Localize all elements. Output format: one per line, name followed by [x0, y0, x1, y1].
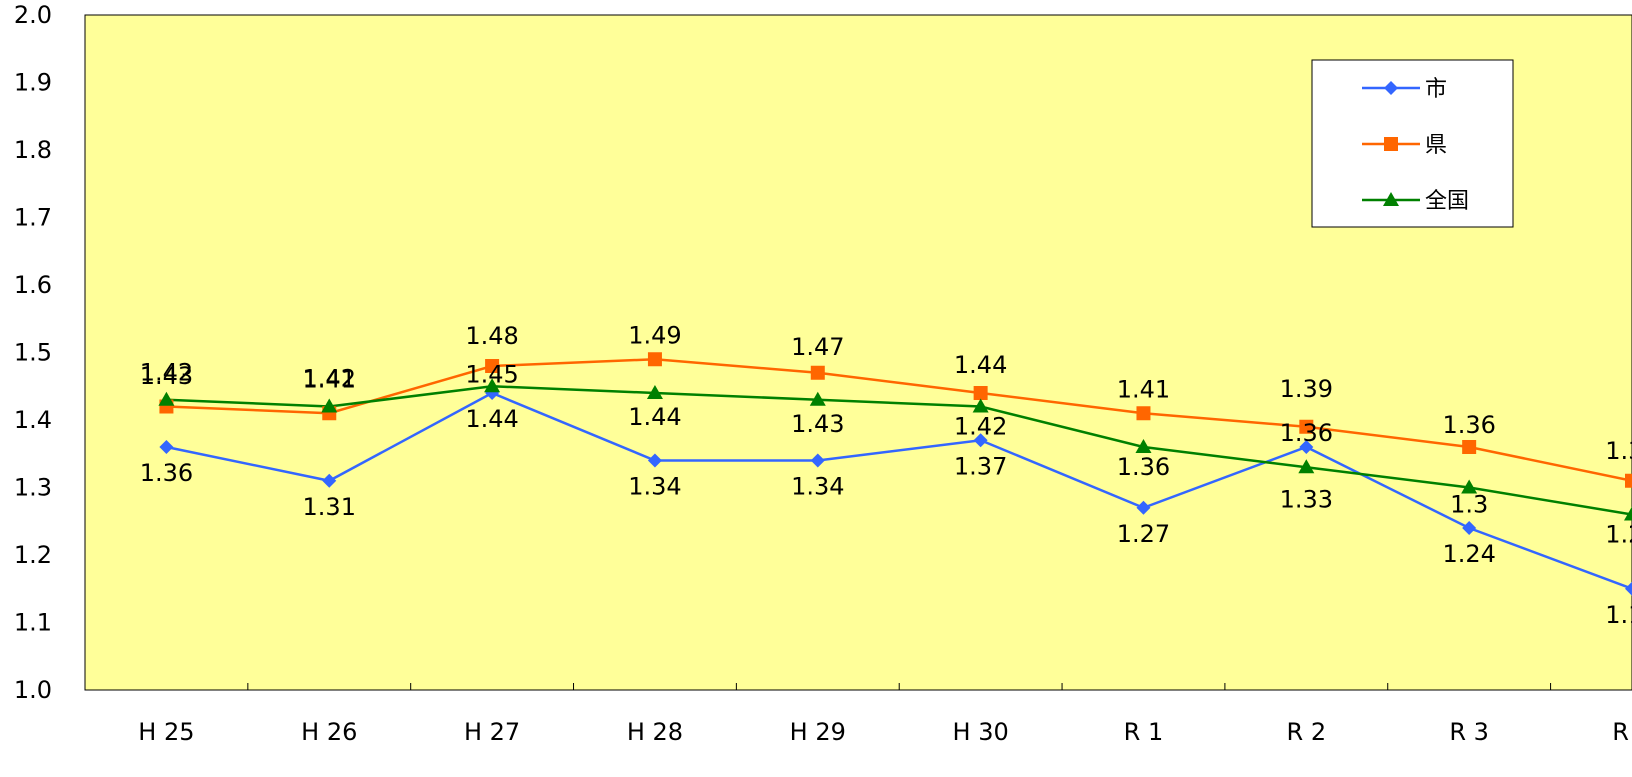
data-point [1135, 439, 1152, 453]
series-line-0 [166, 391, 1632, 590]
series-line-1 [166, 357, 1632, 482]
data-label: 1.24 [1442, 540, 1495, 568]
y-tick-label: 2.0 [14, 1, 52, 29]
y-tick-label: 1.7 [14, 204, 52, 232]
axes: 1.0 1.1 1.2 1.3 1.4 1.5 1.6 1.7 1.8 1.9 2.0 H 25 H 2… [14, 1, 1632, 746]
data-point [809, 391, 826, 406]
data-label: 1.3 [1450, 491, 1488, 519]
data-label: 1.34 [628, 473, 681, 501]
data-label: 1.44 [628, 403, 681, 431]
data-label: 1.44 [465, 405, 518, 433]
data-label: 1.36 [1280, 419, 1333, 447]
y-tick-label: 1.9 [14, 69, 52, 97]
y-tick-label: 1.8 [14, 136, 52, 164]
x-tick-label: H 25 [138, 718, 194, 746]
data-point [321, 398, 338, 413]
data-label: 1.48 [465, 322, 518, 350]
data-point [484, 378, 501, 393]
series-markers [158, 352, 1632, 596]
data-label: 1.41 [1117, 375, 1170, 403]
data-labels: 1.36 1.31 1.44 1.34 1.34 1.37 1.27 1.36 1.24 1.15… [140, 321, 1632, 629]
data-point [159, 440, 174, 454]
y-tick-label: 1.1 [14, 609, 52, 637]
data-label: 1.42 [303, 365, 356, 393]
data-label: 1.31 [1605, 437, 1632, 465]
x-tick-label: H 30 [953, 718, 1009, 746]
x-tick-label: R 2 [1287, 718, 1327, 746]
legend-label: 市 [1425, 77, 1447, 102]
data-label: 1.15 [1605, 601, 1632, 629]
data-label: 1.41 [303, 365, 356, 393]
y-tick-label: 1.0 [14, 676, 52, 704]
data-point [810, 365, 825, 380]
x-tick-label: R 4 [1612, 718, 1632, 746]
y-tick-label: 1.2 [14, 541, 52, 569]
x-tick-label: R 3 [1449, 718, 1489, 746]
data-label: 1.42 [954, 413, 1007, 441]
data-label: 1.36 [140, 459, 193, 487]
data-label: 1.34 [791, 473, 844, 501]
x-tick-label: H 28 [627, 718, 683, 746]
data-label: 1.45 [465, 360, 518, 388]
data-label: 1.36 [1442, 411, 1495, 439]
y-tick-label: 1.3 [14, 474, 52, 502]
data-point [1299, 440, 1314, 454]
data-label: 1.49 [628, 321, 681, 349]
x-tick-label: H 26 [301, 718, 357, 746]
x-tick-label: H 29 [790, 718, 846, 746]
data-point [1462, 440, 1477, 454]
data-label: 1.43 [140, 362, 193, 390]
data-point [485, 359, 500, 373]
data-point [322, 473, 337, 488]
data-point [1462, 521, 1477, 535]
y-tick-label: 1.4 [14, 406, 52, 434]
data-label: 1.44 [954, 351, 1007, 379]
data-point [1136, 406, 1151, 421]
data-point [1299, 419, 1314, 434]
legend-label: 県 [1425, 133, 1447, 158]
data-point [647, 352, 662, 367]
data-point [972, 398, 989, 413]
data-point [973, 386, 988, 400]
data-point [973, 433, 988, 448]
data-point [1625, 473, 1632, 488]
data-label: 1.26 [1605, 521, 1632, 549]
data-point [1461, 479, 1478, 494]
data-point [1298, 459, 1315, 474]
y-tick-label: 1.5 [14, 339, 52, 367]
x-tick-label: H 27 [464, 718, 520, 746]
data-label: 1.42 [140, 359, 193, 387]
x-tick-label: R 1 [1124, 718, 1164, 746]
data-point [810, 453, 825, 468]
data-point [1624, 506, 1632, 521]
data-point [647, 453, 662, 468]
data-label: 1.27 [1117, 520, 1170, 548]
data-label: 1.31 [303, 493, 356, 521]
data-label: 1.43 [791, 410, 844, 438]
legend-marker [1383, 192, 1399, 206]
data-label: 1.47 [791, 333, 844, 361]
series-line-2 [166, 384, 1632, 516]
data-label: 1.37 [954, 452, 1007, 480]
series-lines [166, 357, 1632, 590]
y-tick-label: 1.6 [14, 271, 52, 299]
data-point [1136, 500, 1151, 515]
legend-marker [1384, 81, 1398, 95]
legend-marker [1384, 137, 1398, 151]
data-point [646, 385, 663, 399]
data-point [158, 391, 175, 406]
data-label: 1.39 [1280, 375, 1333, 403]
legend-label: 全国 [1425, 189, 1469, 214]
data-label: 1.36 [1117, 453, 1170, 481]
data-label: 1.33 [1280, 485, 1333, 513]
data-point [1625, 581, 1632, 596]
